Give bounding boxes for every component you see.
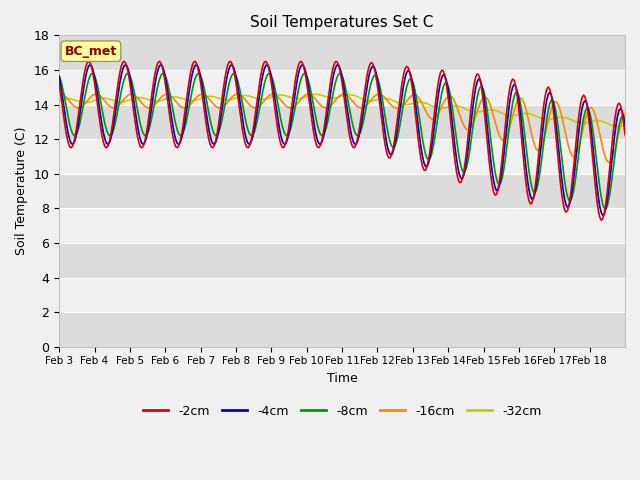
Bar: [59, 277, 625, 312]
Bar: [59, 208, 625, 243]
Bar: [59, 174, 625, 208]
Bar: [59, 139, 625, 174]
Bar: [59, 243, 625, 277]
Bar: [59, 312, 625, 347]
Bar: [59, 36, 625, 70]
Text: BC_met: BC_met: [65, 45, 117, 58]
Bar: [59, 70, 625, 105]
X-axis label: Time: Time: [326, 372, 358, 385]
Y-axis label: Soil Temperature (C): Soil Temperature (C): [15, 127, 28, 255]
Legend: -2cm, -4cm, -8cm, -16cm, -32cm: -2cm, -4cm, -8cm, -16cm, -32cm: [138, 400, 547, 423]
Title: Soil Temperatures Set C: Soil Temperatures Set C: [250, 15, 434, 30]
Bar: [59, 105, 625, 139]
